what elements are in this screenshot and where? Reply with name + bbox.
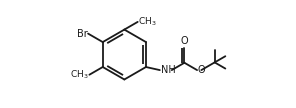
Text: NH: NH bbox=[161, 65, 175, 75]
Text: O: O bbox=[181, 36, 188, 46]
Text: Br: Br bbox=[77, 29, 87, 39]
Text: O: O bbox=[198, 65, 205, 75]
Text: CH$_3$: CH$_3$ bbox=[70, 68, 89, 81]
Text: CH$_3$: CH$_3$ bbox=[139, 16, 157, 28]
